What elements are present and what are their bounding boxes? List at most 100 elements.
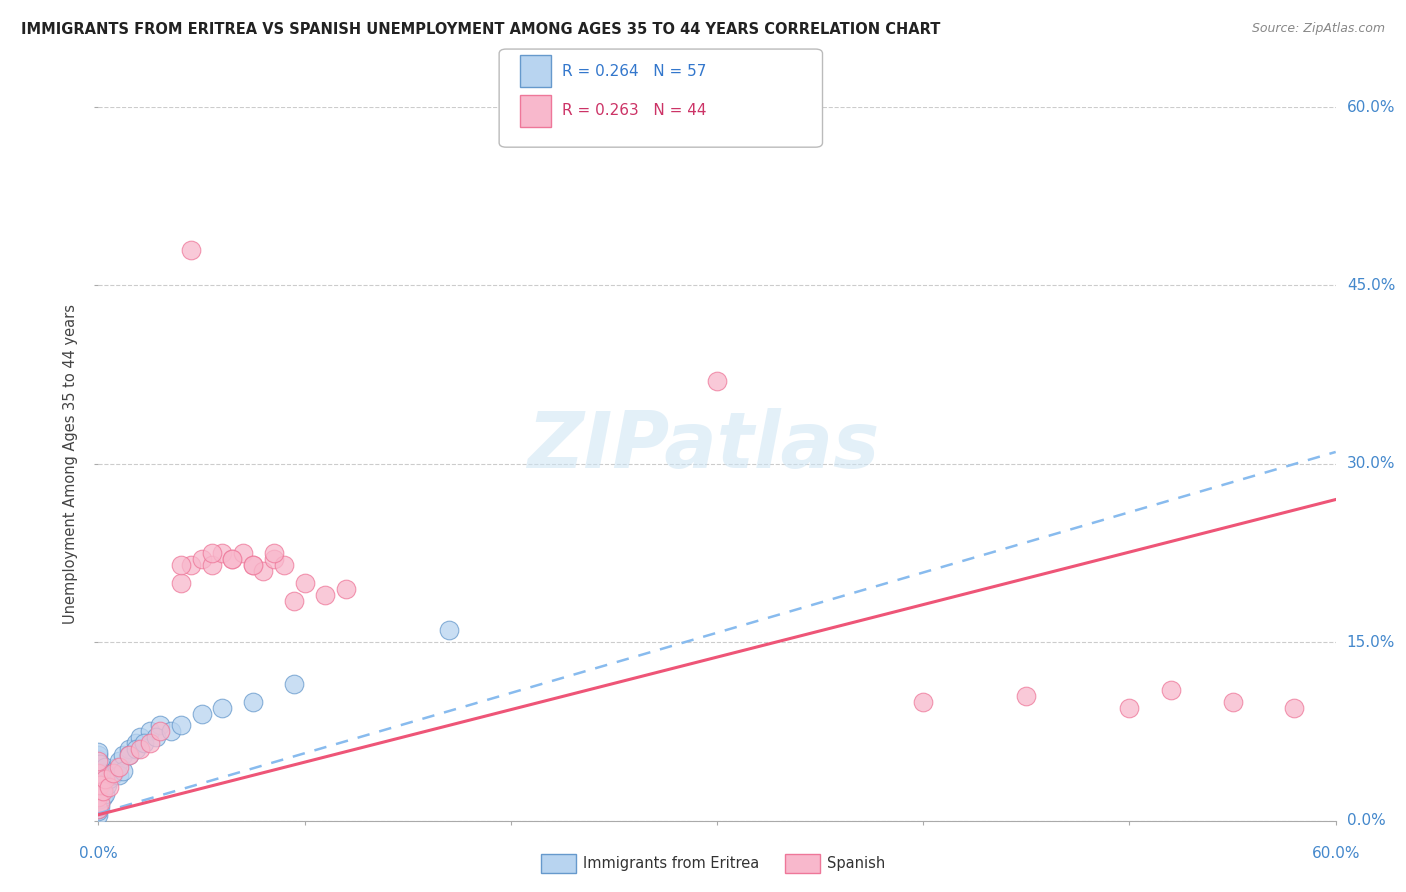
Point (96, 778, 118, 792)
Point (211, 700, 233, 714)
Text: 0.0%: 0.0% (79, 846, 118, 861)
Point (190, 552, 212, 566)
Text: R = 0.263   N = 44: R = 0.263 N = 44 (562, 103, 707, 118)
Y-axis label: Unemployment Among Ages 35 to 44 years: Unemployment Among Ages 35 to 44 years (63, 304, 79, 624)
Point (87, 760, 110, 774)
Point (93, 788, 115, 802)
Point (242, 558, 264, 572)
Point (87, 802, 110, 816)
Point (100, 766, 122, 780)
Point (87, 745, 110, 759)
Point (1222, 695, 1244, 709)
Point (273, 558, 295, 572)
Point (170, 575, 193, 590)
Point (118, 742, 141, 756)
Point (108, 760, 131, 774)
Point (87, 789, 110, 804)
Point (87, 799, 110, 814)
Point (97, 780, 120, 795)
Point (1015, 689, 1038, 703)
Point (89, 796, 111, 810)
Point (97, 772, 120, 786)
Text: 15.0%: 15.0% (1347, 635, 1395, 649)
Text: IMMIGRANTS FROM ERITREA VS SPANISH UNEMPLOYMENT AMONG AGES 35 TO 44 YEARS CORREL: IMMIGRANTS FROM ERITREA VS SPANISH UNEMP… (21, 22, 941, 37)
Point (335, 582, 357, 596)
Point (87, 768, 110, 782)
Point (87, 754, 110, 768)
Point (89, 772, 111, 786)
Point (180, 243, 202, 257)
Point (87, 784, 110, 798)
Point (87, 792, 110, 806)
Text: 60.0%: 60.0% (1347, 100, 1395, 114)
Point (132, 736, 155, 750)
Point (87, 802, 110, 816)
Point (112, 748, 135, 763)
Point (91, 789, 114, 804)
Point (87, 764, 110, 778)
Point (190, 706, 212, 721)
Point (87, 778, 110, 792)
Point (242, 558, 264, 572)
Point (87, 807, 110, 822)
Point (118, 748, 141, 763)
Point (89, 756, 111, 771)
Point (263, 546, 285, 560)
Point (294, 575, 316, 590)
Point (170, 718, 193, 732)
Point (232, 546, 254, 560)
Point (87, 748, 110, 763)
Point (124, 736, 146, 750)
Point (201, 558, 224, 572)
Point (201, 546, 224, 560)
Text: ZIPatlas: ZIPatlas (527, 408, 879, 484)
Point (87, 789, 110, 804)
Point (145, 731, 167, 745)
Point (87, 766, 110, 780)
Point (1284, 700, 1306, 714)
Point (139, 736, 162, 750)
Point (112, 764, 135, 778)
Point (221, 552, 243, 566)
Point (87, 752, 110, 766)
Point (89, 778, 111, 792)
Point (437, 624, 460, 638)
Point (87, 780, 110, 795)
Point (87, 756, 110, 771)
Text: Source: ZipAtlas.com: Source: ZipAtlas.com (1251, 22, 1385, 36)
Text: R = 0.264   N = 57: R = 0.264 N = 57 (562, 64, 707, 78)
Point (101, 766, 124, 780)
Point (87, 788, 110, 802)
Text: 0.0%: 0.0% (1347, 814, 1385, 828)
Point (101, 768, 124, 782)
Point (263, 552, 285, 566)
Point (93, 760, 115, 774)
Point (314, 588, 336, 602)
Point (706, 374, 728, 388)
Point (1160, 682, 1182, 697)
Point (283, 593, 305, 607)
Point (87, 772, 110, 786)
Point (87, 775, 110, 789)
Point (87, 796, 110, 810)
Point (128, 731, 150, 745)
Point (221, 552, 243, 566)
Text: Immigrants from Eritrea: Immigrants from Eritrea (583, 856, 759, 871)
Point (912, 695, 935, 709)
Point (91, 766, 114, 780)
Point (252, 564, 274, 578)
Point (91, 784, 114, 798)
Point (139, 724, 162, 739)
Point (89, 799, 111, 814)
Text: 45.0%: 45.0% (1347, 278, 1395, 293)
Point (89, 792, 111, 806)
Point (149, 718, 172, 732)
Point (105, 760, 128, 774)
Point (180, 558, 202, 572)
Point (242, 695, 264, 709)
Point (1118, 700, 1140, 714)
Point (104, 764, 127, 778)
Point (108, 768, 131, 782)
Point (89, 784, 111, 798)
Point (87, 754, 110, 768)
